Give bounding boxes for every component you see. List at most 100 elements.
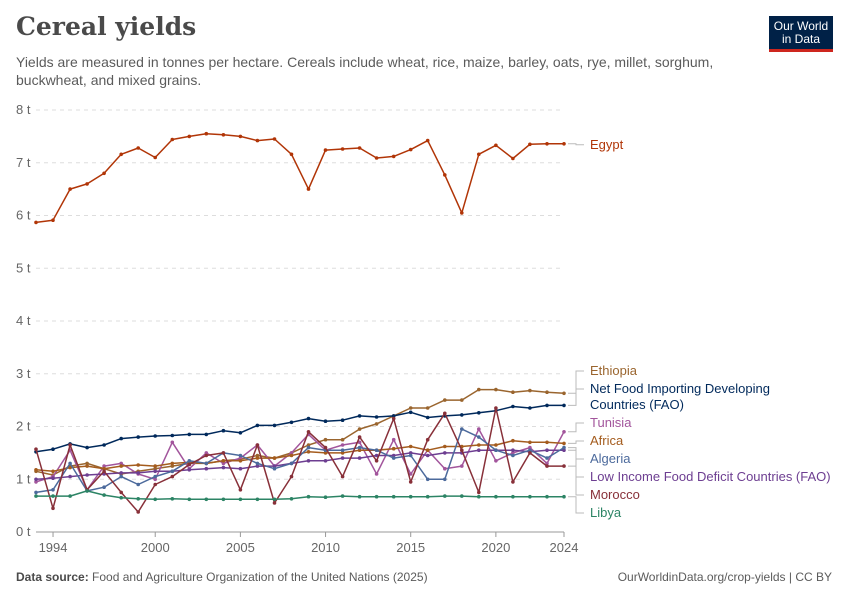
data-point[interactable] <box>255 456 260 460</box>
data-point[interactable] <box>391 154 396 159</box>
series-line-libya[interactable] <box>36 490 564 501</box>
data-point[interactable] <box>102 171 106 176</box>
data-point[interactable] <box>425 448 430 453</box>
data-point[interactable] <box>460 211 464 215</box>
data-point[interactable] <box>511 451 515 455</box>
data-point[interactable] <box>408 480 413 484</box>
data-point[interactable] <box>528 440 532 445</box>
data-point[interactable] <box>443 451 447 455</box>
data-point[interactable] <box>494 494 498 499</box>
data-point[interactable] <box>102 443 106 447</box>
data-point[interactable] <box>68 474 72 479</box>
data-point[interactable] <box>187 468 192 472</box>
data-point[interactable] <box>34 220 38 225</box>
data-point[interactable] <box>119 471 123 475</box>
data-point[interactable] <box>68 443 72 447</box>
data-point[interactable] <box>374 472 379 476</box>
data-point[interactable] <box>477 427 481 431</box>
data-point[interactable] <box>511 448 515 453</box>
data-point[interactable] <box>460 494 464 498</box>
data-point[interactable] <box>170 497 175 501</box>
data-point[interactable] <box>187 459 192 463</box>
data-point[interactable] <box>340 474 345 479</box>
data-point[interactable] <box>119 495 123 500</box>
data-point[interactable] <box>443 398 447 402</box>
data-point[interactable] <box>306 443 311 447</box>
data-point[interactable] <box>340 418 345 423</box>
data-point[interactable] <box>562 391 566 396</box>
data-point[interactable] <box>170 469 175 474</box>
data-point[interactable] <box>289 420 294 425</box>
series-line-morocco[interactable] <box>35 407 564 513</box>
data-point[interactable] <box>306 416 311 421</box>
data-point[interactable] <box>477 435 481 439</box>
data-point[interactable] <box>170 461 175 466</box>
data-point[interactable] <box>221 459 226 463</box>
data-point[interactable] <box>204 131 209 136</box>
data-point[interactable] <box>119 474 123 479</box>
data-point[interactable] <box>306 459 311 463</box>
data-point[interactable] <box>408 147 413 152</box>
data-point[interactable] <box>323 451 328 455</box>
data-point[interactable] <box>51 476 55 481</box>
data-point[interactable] <box>136 497 140 501</box>
data-point[interactable] <box>221 497 226 502</box>
data-point[interactable] <box>102 464 106 468</box>
data-point[interactable] <box>136 146 140 150</box>
data-point[interactable] <box>477 411 481 415</box>
data-point[interactable] <box>272 464 277 468</box>
data-point[interactable] <box>477 443 481 447</box>
data-point[interactable] <box>511 156 515 161</box>
series-ethiopia[interactable] <box>34 387 566 477</box>
data-point[interactable] <box>562 448 566 453</box>
data-point[interactable] <box>255 138 260 143</box>
data-point[interactable] <box>170 433 175 438</box>
data-point[interactable] <box>408 472 413 476</box>
data-point[interactable] <box>443 411 447 416</box>
data-point[interactable] <box>255 461 260 466</box>
data-point[interactable] <box>408 451 413 455</box>
data-point[interactable] <box>153 155 157 160</box>
data-point[interactable] <box>187 497 192 502</box>
series-label-morocco[interactable]: Morocco <box>568 465 640 502</box>
data-point[interactable] <box>272 497 277 502</box>
data-point[interactable] <box>289 453 294 458</box>
data-point[interactable] <box>68 461 72 466</box>
data-point[interactable] <box>51 218 55 222</box>
data-point[interactable] <box>460 464 464 468</box>
data-point[interactable] <box>562 403 566 408</box>
data-point[interactable] <box>323 148 328 152</box>
data-point[interactable] <box>170 464 175 468</box>
data-point[interactable] <box>51 447 55 452</box>
data-point[interactable] <box>136 471 140 475</box>
data-point[interactable] <box>136 510 140 514</box>
data-point[interactable] <box>204 451 209 455</box>
data-point[interactable] <box>511 404 515 409</box>
data-point[interactable] <box>204 432 209 437</box>
data-point[interactable] <box>323 419 328 424</box>
data-point[interactable] <box>170 474 175 479</box>
data-point[interactable] <box>374 459 379 463</box>
data-point[interactable] <box>511 494 515 499</box>
data-point[interactable] <box>119 464 123 468</box>
data-point[interactable] <box>34 480 38 484</box>
series-label-africa[interactable]: Africa <box>568 433 624 448</box>
data-point[interactable] <box>340 451 345 455</box>
data-point[interactable] <box>374 494 379 499</box>
data-point[interactable] <box>511 480 515 484</box>
data-point[interactable] <box>255 464 260 468</box>
data-point[interactable] <box>425 415 430 420</box>
data-point[interactable] <box>289 461 294 466</box>
data-point[interactable] <box>425 477 430 482</box>
data-point[interactable] <box>528 445 532 450</box>
data-point[interactable] <box>51 469 55 474</box>
data-point[interactable] <box>204 497 209 502</box>
data-point[interactable] <box>187 462 192 467</box>
data-point[interactable] <box>34 468 38 472</box>
data-point[interactable] <box>477 494 481 499</box>
data-point[interactable] <box>340 437 345 442</box>
data-point[interactable] <box>289 451 294 455</box>
data-point[interactable] <box>289 152 294 157</box>
data-point[interactable] <box>357 427 362 431</box>
data-point[interactable] <box>357 448 362 453</box>
